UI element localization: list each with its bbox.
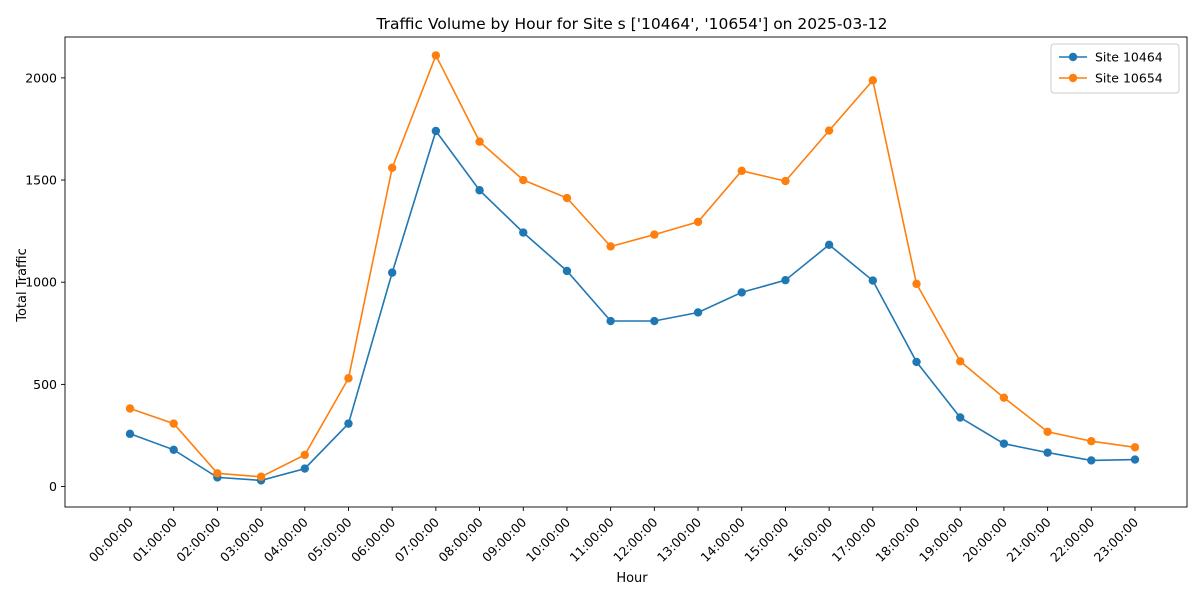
series-2-point [344, 374, 353, 383]
series-2-point [475, 137, 484, 146]
y-tick-label: 2000 [25, 70, 57, 85]
y-axis-label: Total Traffic [15, 248, 30, 323]
series-1-point [912, 357, 921, 367]
series-1-point [650, 316, 659, 326]
y-tick-label: 1500 [25, 173, 57, 188]
x-axis-label: Hour [616, 571, 648, 586]
series-2-point [693, 217, 703, 227]
series-2-point [519, 175, 528, 185]
series-1-point [737, 288, 746, 297]
legend-label-2: Site 10654 [1095, 71, 1163, 86]
series-1-point [824, 240, 834, 250]
series-1-point [431, 126, 441, 136]
series-1-point [606, 316, 615, 326]
series-2-point [1130, 443, 1140, 452]
series-2-point [169, 419, 178, 428]
legend-marker-1 [1068, 52, 1078, 62]
y-tick-label: 1000 [25, 275, 57, 290]
series-1-point [1130, 455, 1140, 464]
series-1-point [1087, 456, 1096, 465]
series-2-point [824, 126, 834, 135]
series-2-point [956, 357, 965, 366]
y-tick-label: 500 [33, 377, 57, 392]
series-1-point [956, 413, 965, 422]
series-2-point [1043, 427, 1052, 436]
axes-frame [64, 36, 1188, 508]
series-2-point [650, 230, 659, 239]
series-2-point [562, 193, 572, 203]
series-2-point [387, 163, 397, 172]
series-2-point [999, 393, 1009, 402]
series-2-point [606, 242, 615, 251]
series-2-point [737, 166, 746, 176]
series-2-point [912, 279, 921, 289]
series-1-point [475, 186, 484, 195]
series-1-point [344, 419, 353, 428]
series-2-point [213, 469, 222, 478]
legend-marker-2 [1068, 73, 1078, 83]
series-1-point [693, 308, 703, 317]
series-1-point [868, 276, 878, 285]
legend-label-1: Site 10464 [1095, 50, 1163, 65]
series-1-point [781, 275, 790, 285]
series-2-point [300, 450, 309, 460]
series-1-point [519, 228, 528, 237]
series-2-point [781, 176, 790, 186]
series-1-point [300, 464, 309, 473]
legend: Site 10464 Site 10654 [1050, 43, 1180, 94]
series-2-point [431, 51, 441, 60]
series-2-point [1087, 437, 1096, 446]
series-line-1 [129, 129, 1136, 482]
series-1-point [169, 445, 178, 454]
chart-title: Traffic Volume by Hour for Site s ['1046… [375, 15, 887, 33]
series-1-point [1043, 448, 1052, 457]
series-1-point [562, 266, 572, 276]
series-line-2 [129, 53, 1136, 478]
series-2-point [125, 404, 135, 413]
series-1-point [387, 268, 397, 277]
series-2-point [256, 472, 266, 481]
series-2-point [868, 76, 878, 85]
y-tick-label: 0 [49, 479, 57, 494]
series-1-point [125, 429, 135, 439]
series-1-point [999, 439, 1009, 448]
